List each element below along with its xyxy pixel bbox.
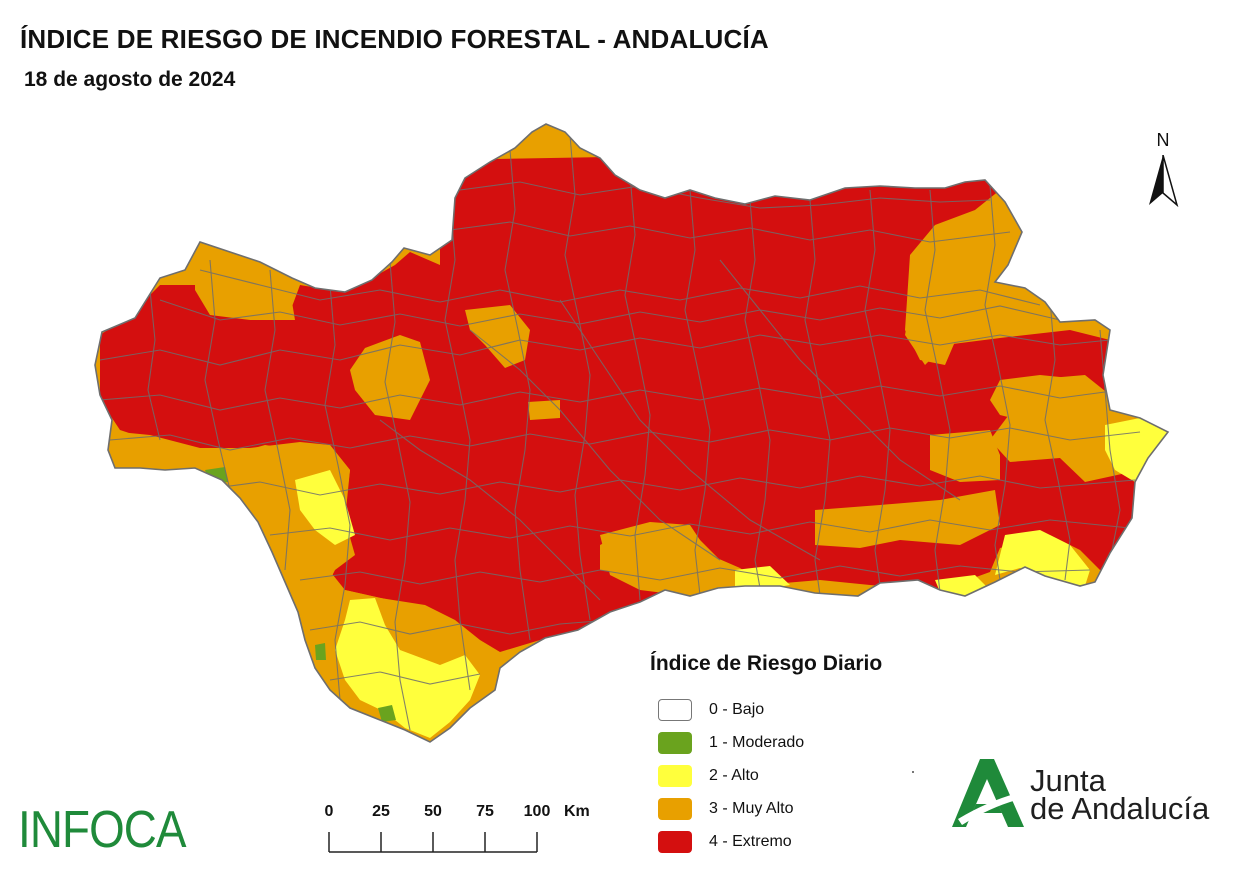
legend-label: 3 - Muy Alto (709, 799, 794, 817)
legend-title: Índice de Riesgo Diario (650, 652, 883, 675)
scale-tick-label: 75 (476, 803, 494, 820)
map-title: ÍNDICE DE RIESGO DE INCENDIO FORESTAL - … (20, 24, 769, 54)
scale-tick-label: 50 (424, 803, 442, 820)
legend-swatch-muy-alto (658, 797, 692, 820)
legend-swatch-alto (658, 764, 692, 787)
legend-item-extremo: 4 - Extremo (650, 825, 882, 858)
scale-tick-label: 25 (372, 803, 390, 820)
scale-tick-label: 0 (324, 803, 334, 820)
infoca-logo: INFOCA (18, 801, 186, 859)
junta-de-andalucia-logo: Junta de Andalucía (950, 757, 1220, 832)
junta-logo-line1: Junta (1030, 763, 1106, 798)
legend: Índice de Riesgo Diario 0 - Bajo 1 - Mod… (650, 652, 882, 858)
legend-item-moderado: 1 - Moderado (650, 726, 882, 759)
legend-label: 0 - Bajo (709, 700, 765, 718)
legend-label: 2 - Alto (709, 766, 759, 784)
scale-bar: 0 25 50 75 100 Km (320, 800, 590, 860)
andalusia-risk-map (94, 123, 1169, 743)
scale-bar-graphic (328, 832, 538, 853)
north-arrow: N (1138, 130, 1188, 210)
stray-dot (912, 771, 914, 773)
legend-label: 1 - Moderado (709, 733, 805, 751)
legend-item-alto: 2 - Alto (650, 759, 882, 792)
junta-logo-line2: de Andalucía (1030, 791, 1210, 826)
map-date: 18 de agosto de 2024 (24, 68, 236, 91)
north-arrow-icon (1149, 155, 1179, 207)
legend-item-bajo: 0 - Bajo (650, 693, 882, 726)
scale-unit: Km (564, 803, 590, 820)
risk-zone-very-high (100, 190, 1100, 742)
legend-label: 4 - Extremo (709, 832, 792, 850)
legend-item-muy-alto: 3 - Muy Alto (650, 792, 882, 825)
legend-swatch-bajo (658, 698, 692, 721)
legend-swatch-moderado (658, 731, 692, 754)
legend-swatch-extremo (658, 830, 692, 853)
junta-a-emblem-icon (952, 759, 1024, 827)
scale-tick-label: 100 (523, 803, 551, 820)
north-label: N (1156, 130, 1170, 150)
